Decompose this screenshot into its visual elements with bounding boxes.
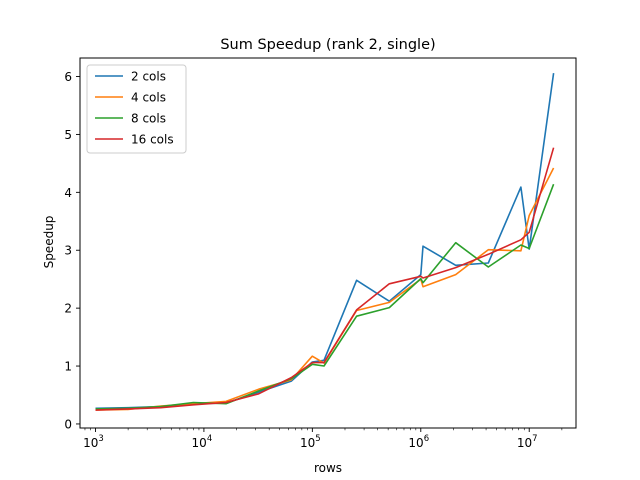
x-tick-label: 103 <box>83 434 104 450</box>
y-tick-label: 3 <box>64 244 72 258</box>
series-lines <box>95 72 555 411</box>
x-tick-label: 106 <box>408 434 429 450</box>
x-tick-label: 105 <box>300 434 321 450</box>
x-axis-label: rows <box>314 461 342 475</box>
y-tick-label: 2 <box>64 302 72 316</box>
plot-frame <box>79 57 577 429</box>
series-line-4 <box>95 147 555 411</box>
legend-label-1: 2 cols <box>131 70 166 84</box>
y-tick-label: 1 <box>64 360 72 374</box>
legend-box <box>86 64 187 154</box>
series-line-3 <box>95 183 555 410</box>
series-line-2 <box>95 167 555 411</box>
legend: 2 cols 4 cols 8 cols 16 cols <box>86 64 187 154</box>
legend-label-2: 4 cols <box>131 91 166 105</box>
y-tick-label: 4 <box>64 186 72 200</box>
y-tick-label: 0 <box>64 417 72 431</box>
legend-label-4: 16 cols <box>131 133 174 147</box>
axis-ticks: 103 104 105 106 107 0 1 2 3 4 5 6 <box>64 70 563 450</box>
y-tick-label: 5 <box>64 128 72 142</box>
y-axis-label: Speedup <box>42 216 56 269</box>
legend-label-3: 8 cols <box>131 112 166 126</box>
chart-title: Sum Speedup (rank 2, single) <box>220 37 435 53</box>
y-tick-label: 6 <box>64 70 72 84</box>
x-tick-label: 107 <box>517 434 538 450</box>
x-tick-label: 104 <box>192 434 213 450</box>
